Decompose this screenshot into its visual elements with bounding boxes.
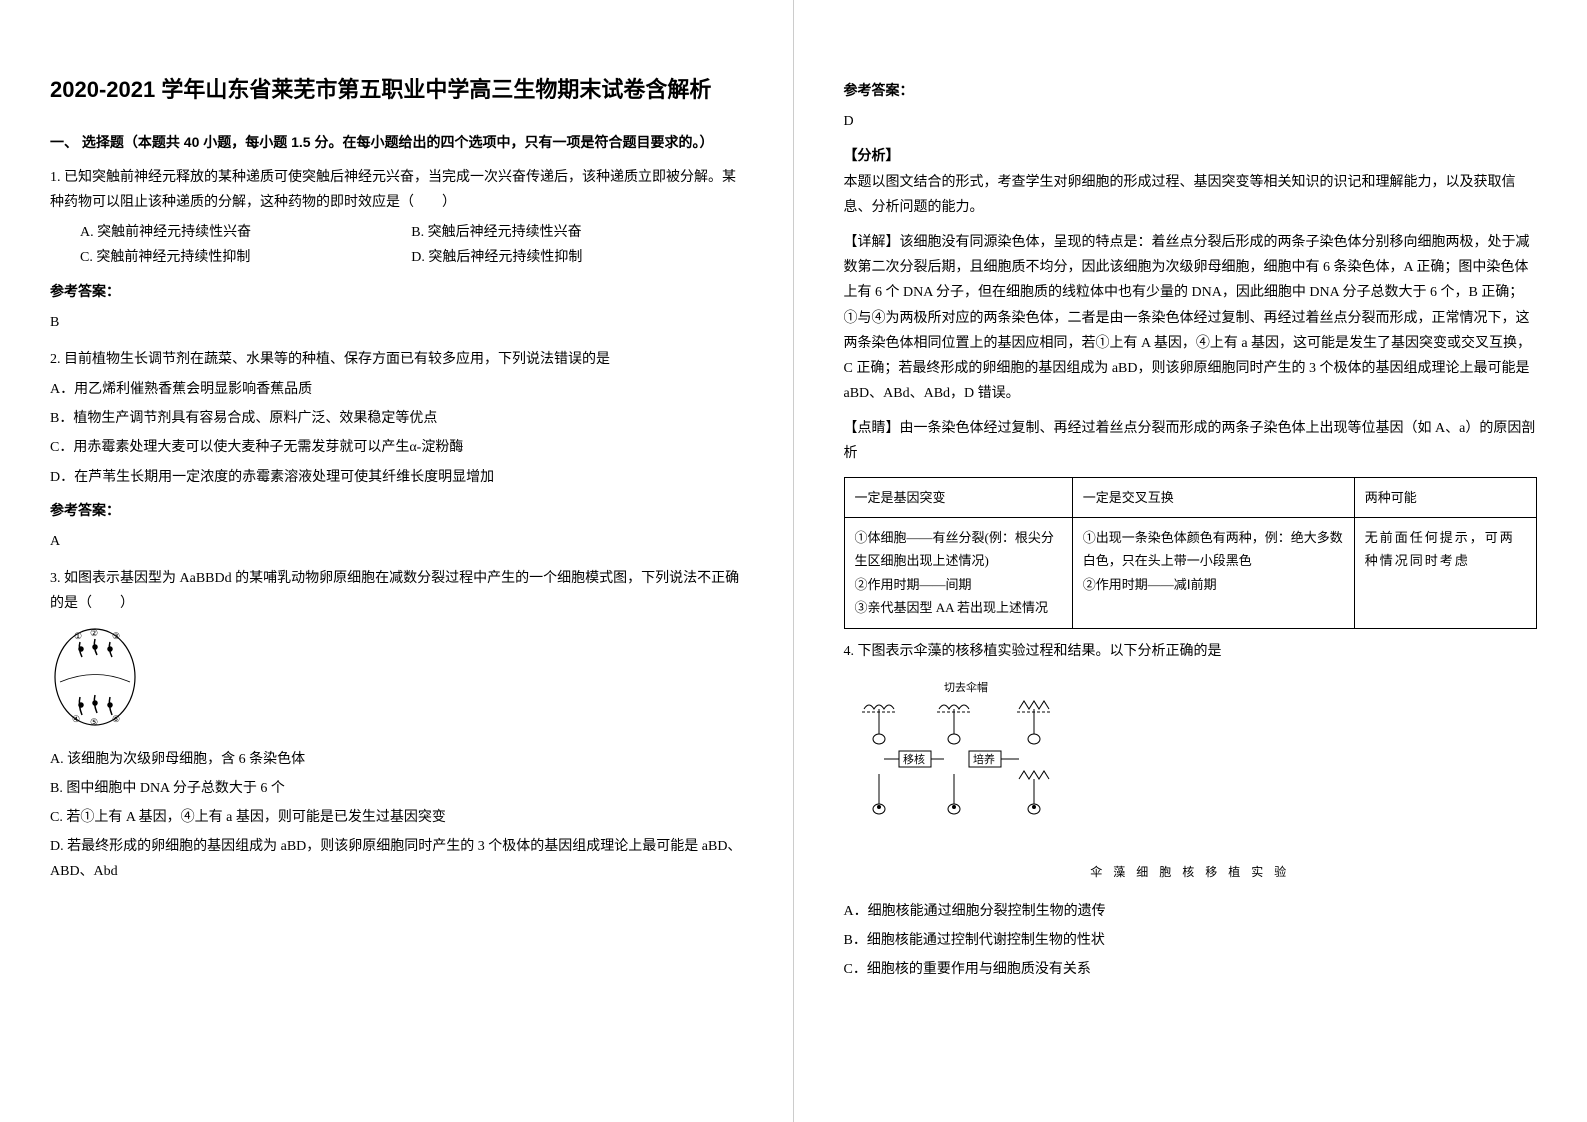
table-c1: ①体细胞——有丝分裂(例：根尖分生区细胞出现上述情况) ②作用时期——间期 ③亲…: [844, 518, 1072, 629]
q2-option-b: B．植物生产调节剂具有容易合成、原料广泛、效果稳定等优点: [50, 406, 743, 431]
svg-text:③: ③: [112, 631, 120, 641]
q2-answer: A: [50, 529, 743, 554]
table-c3: 无前面任何提示，可两种情况同时考虑: [1354, 518, 1536, 629]
tip-body: 【点睛】由一条染色体经过复制、再经过着丝点分裂而形成的两条子染色体上出现等位基因…: [844, 416, 1538, 466]
svg-text:⑥: ⑥: [112, 714, 120, 724]
q1-option-a: A. 突触前神经元持续性兴奋: [80, 220, 411, 245]
q2-stem: 2. 目前植物生长调节剂在蔬菜、水果等的种植、保存方面已有较多应用，下列说法错误…: [50, 347, 743, 372]
q1-option-b: B. 突触后神经元持续性兴奋: [411, 220, 742, 245]
q1-stem: 1. 已知突触前神经元释放的某种递质可使突触后神经元兴奋，当完成一次兴奋传递后，…: [50, 165, 743, 215]
question-1: 1. 已知突触前神经元释放的某种递质可使突触后神经元兴奋，当完成一次兴奋传递后，…: [50, 165, 743, 335]
table-c2: ①出现一条染色体颜色有两种，例：绝大多数白色，只在头上带一小段黑色 ②作用时期—…: [1072, 518, 1354, 629]
cell-division-diagram: ① ② ③ ④ ⑤ ⑥: [50, 627, 743, 737]
q1-answer-label: 参考答案：: [50, 279, 743, 304]
analysis-heading: 【分析】: [844, 144, 1538, 169]
comparison-table: 一定是基因突变 一定是交叉互换 两种可能 ①体细胞——有丝分裂(例：根尖分生区细…: [844, 477, 1538, 629]
diagram-top-label: 切去伞帽: [944, 680, 988, 694]
svg-text:②: ②: [90, 628, 98, 638]
table-h1: 一定是基因突变: [844, 477, 1072, 517]
diagram-caption: 伞 藻 细 胞 核 移 植 实 验: [844, 862, 1538, 884]
q2-option-c: C．用赤霉素处理大麦可以使大麦种子无需发芽就可以产生α-淀粉酶: [50, 435, 743, 460]
table-h3: 两种可能: [1354, 477, 1536, 517]
svg-text:⑤: ⑤: [90, 717, 98, 727]
umbrella-algae-diagram: 切去伞帽: [844, 679, 1538, 884]
q4-option-a: A．细胞核能通过细胞分裂控制生物的遗传: [844, 899, 1538, 924]
q4-option-b: B．细胞核能通过控制代谢控制生物的性状: [844, 928, 1538, 953]
q2-option-a: A．用乙烯利催熟香蕉会明显影响香蕉品质: [50, 377, 743, 402]
svg-text:①: ①: [74, 631, 82, 641]
q3-answer: D: [844, 109, 1538, 134]
q4-stem: 4. 下图表示伞藻的核移植实验过程和结果。以下分析正确的是: [844, 639, 1538, 664]
question-3: 3. 如图表示基因型为 AaBBDd 的某哺乳动物卵原细胞在减数分裂过程中产生的…: [50, 566, 743, 884]
analysis-body: 本题以图文结合的形式，考查学生对卵细胞的形成过程、基因突变等相关知识的识记和理解…: [844, 170, 1538, 220]
q3-stem: 3. 如图表示基因型为 AaBBDd 的某哺乳动物卵原细胞在减数分裂过程中产生的…: [50, 566, 743, 616]
q3-answer-label: 参考答案：: [844, 78, 1538, 103]
q3-option-d: D. 若最终形成的卵细胞的基因组成为 aBD，则该卵原细胞同时产生的 3 个极体…: [50, 834, 743, 884]
question-2: 2. 目前植物生长调节剂在蔬菜、水果等的种植、保存方面已有较多应用，下列说法错误…: [50, 347, 743, 554]
svg-text:④: ④: [72, 714, 80, 724]
q1-option-d: D. 突触后神经元持续性抑制: [411, 245, 742, 270]
svg-text:移核: 移核: [903, 752, 925, 766]
svg-text:培养: 培养: [973, 752, 995, 766]
detail-body: 【详解】该细胞没有同源染色体，呈现的特点是：着丝点分裂后形成的两条子染色体分别移…: [844, 230, 1538, 406]
q3-option-c: C. 若①上有 A 基因，④上有 a 基因，则可能是已发生过基因突变: [50, 805, 743, 830]
q1-answer: B: [50, 310, 743, 335]
table-h2: 一定是交叉互换: [1072, 477, 1354, 517]
q2-answer-label: 参考答案：: [50, 498, 743, 523]
exam-title: 2020-2021 学年山东省莱芜市第五职业中学高三生物期末试卷含解析: [50, 70, 743, 110]
q3-option-b: B. 图中细胞中 DNA 分子总数大于 6 个: [50, 776, 743, 801]
q4-option-c: C．细胞核的重要作用与细胞质没有关系: [844, 957, 1538, 982]
q3-option-a: A. 该细胞为次级卵母细胞，含 6 条染色体: [50, 747, 743, 772]
q2-option-d: D．在芦苇生长期用一定浓度的赤霉素溶液处理可使其纤维长度明显增加: [50, 465, 743, 490]
question-4: 4. 下图表示伞藻的核移植实验过程和结果。以下分析正确的是 切去伞帽: [844, 639, 1538, 983]
q1-option-c: C. 突触前神经元持续性抑制: [80, 245, 411, 270]
section-heading: 一、 选择题（本题共 40 小题，每小题 1.5 分。在每小题给出的四个选项中，…: [50, 130, 743, 155]
